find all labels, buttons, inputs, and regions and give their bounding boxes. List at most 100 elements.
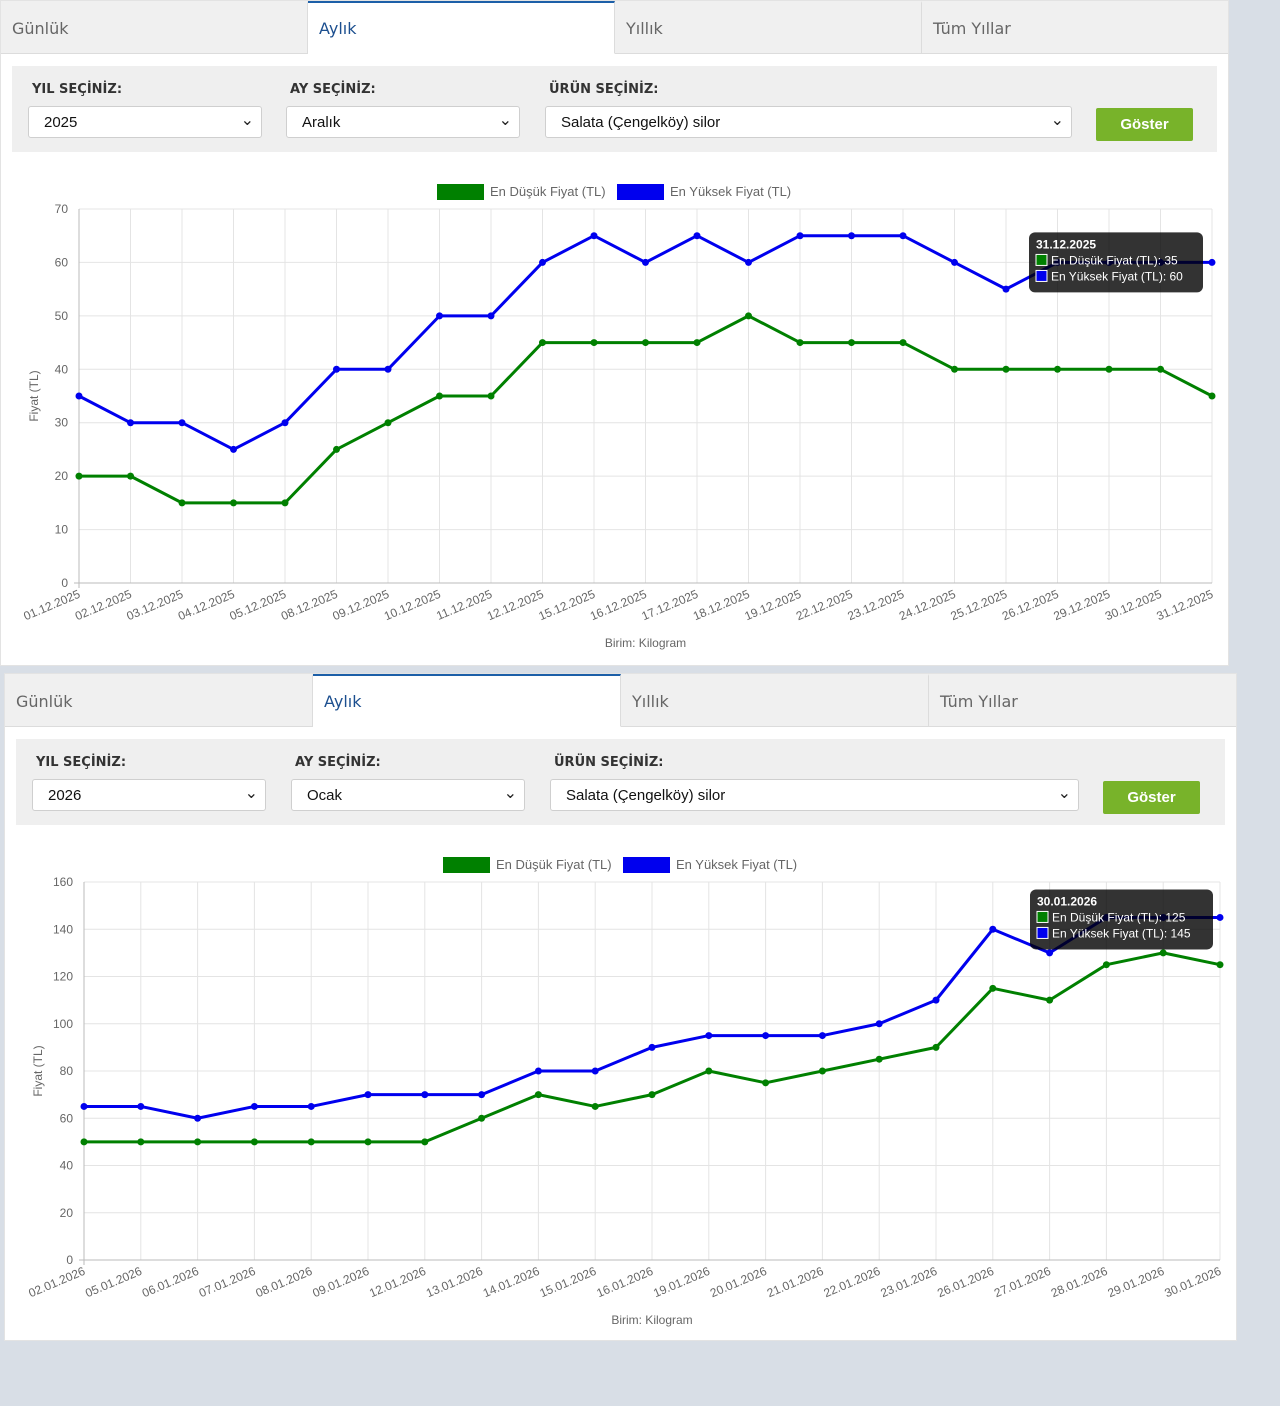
- tab-daily[interactable]: Günlük: [5, 674, 313, 727]
- tab-all-years[interactable]: Tüm Yıllar: [922, 1, 1228, 54]
- y-tick-label: 20: [55, 469, 69, 483]
- year-select[interactable]: 2025 ⌄: [28, 106, 262, 138]
- chevron-down-icon: ⌄: [1050, 112, 1064, 129]
- data-point: [194, 1138, 202, 1146]
- x-tick-label: 06.01.2026: [140, 1264, 201, 1300]
- year-select-value: 2026: [48, 787, 82, 804]
- tab-daily[interactable]: Günlük: [1, 1, 308, 54]
- y-tick-label: 100: [53, 1017, 73, 1031]
- tooltip-swatch: [1036, 910, 1049, 923]
- x-tick-label: 10.12.2025: [382, 587, 443, 623]
- product-select[interactable]: Salata (Çengelköy) silor ⌄: [550, 779, 1079, 811]
- y-tick-label: 60: [60, 1111, 74, 1125]
- y-tick-label: 140: [53, 922, 73, 936]
- data-point: [281, 419, 289, 427]
- data-point: [818, 1032, 826, 1040]
- tooltip-box: [1029, 232, 1203, 293]
- chevron-down-icon: ⌄: [1057, 785, 1071, 802]
- x-tick-label: 05.01.2026: [83, 1264, 144, 1300]
- x-tick-label: 14.01.2026: [481, 1264, 542, 1300]
- tab-yearly[interactable]: Yıllık: [621, 674, 929, 727]
- page-footer-strip: [0, 1356, 1280, 1406]
- x-tick-label: 19.12.2025: [742, 587, 803, 623]
- data-point: [932, 1043, 940, 1051]
- x-tick-label: 21.01.2026: [765, 1264, 826, 1300]
- data-point: [539, 339, 546, 347]
- data-point: [762, 1079, 770, 1087]
- data-point: [1054, 365, 1061, 373]
- y-tick-label: 70: [55, 202, 69, 216]
- data-point: [478, 1114, 486, 1122]
- x-tick-label: 02.01.2026: [26, 1264, 87, 1300]
- tooltip-box: [1030, 889, 1213, 950]
- price-panel-1: Günlük Aylık Yıllık Tüm Yıllar YIL SEÇİN…: [0, 0, 1229, 666]
- data-point: [693, 339, 701, 347]
- x-tick-label: 29.01.2026: [1106, 1264, 1167, 1300]
- y-tick-label: 60: [55, 255, 69, 269]
- tooltip-title: 31.12.2025: [1036, 237, 1096, 251]
- x-tick-label: 19.01.2026: [651, 1264, 712, 1300]
- price-panel-2: Günlük Aylık Yıllık Tüm Yıllar YIL SEÇİN…: [4, 673, 1237, 1341]
- data-point: [1105, 365, 1113, 373]
- x-tick-label: 03.12.2025: [124, 587, 185, 623]
- product-label: ÜRÜN SEÇİNİZ:: [549, 82, 659, 97]
- month-select-value: Aralık: [302, 114, 341, 131]
- data-point: [421, 1091, 429, 1099]
- tab-yearly[interactable]: Yıllık: [615, 1, 922, 54]
- x-tick-label: 08.12.2025: [279, 587, 340, 623]
- data-point: [1216, 913, 1224, 921]
- x-tick-label: 04.12.2025: [176, 587, 237, 623]
- tab-all-years[interactable]: Tüm Yıllar: [929, 674, 1236, 727]
- x-tick-label: 23.12.2025: [845, 587, 906, 623]
- data-point: [989, 925, 997, 933]
- x-tick-label: 08.01.2026: [254, 1264, 315, 1300]
- y-tick-label: 80: [60, 1064, 74, 1078]
- price-chart: 0 20 40 60 80 100 120 140 160 02.01.202605.01.202…: [26, 857, 1224, 1327]
- price-chart: 0 10 20 30 40 50 60 70 01.12.202502.12.202503.12…: [21, 184, 1216, 650]
- data-point: [648, 1091, 656, 1099]
- data-point: [951, 365, 958, 373]
- data-point: [693, 232, 701, 240]
- tab-monthly[interactable]: Aylık: [308, 1, 615, 54]
- show-button[interactable]: Göster: [1103, 781, 1200, 814]
- data-point: [1046, 949, 1054, 957]
- x-tick-label: 20.01.2026: [708, 1264, 769, 1300]
- y-tick-label: 50: [55, 309, 69, 323]
- data-point: [591, 1102, 599, 1110]
- year-select[interactable]: 2026 ⌄: [32, 779, 266, 811]
- data-point: [534, 1067, 542, 1075]
- tooltip-line: En Düşük Fiyat (TL): 125: [1052, 910, 1186, 924]
- x-tick-label: 30.01.2026: [1162, 1264, 1223, 1300]
- data-point: [178, 499, 186, 507]
- show-button[interactable]: Göster: [1096, 108, 1193, 141]
- data-point: [230, 445, 237, 453]
- y-tick-label: 30: [55, 416, 69, 430]
- data-point: [818, 1067, 826, 1075]
- tooltip-swatch: [1036, 926, 1049, 939]
- data-point: [1159, 949, 1167, 957]
- legend-swatch: [437, 184, 484, 200]
- x-tick-label: 12.01.2026: [367, 1264, 428, 1300]
- data-point: [384, 419, 392, 427]
- data-point: [951, 258, 958, 266]
- data-point: [762, 1032, 770, 1040]
- data-point: [333, 365, 340, 373]
- data-point: [796, 339, 804, 347]
- legend-label: En Düşük Fiyat (TL): [490, 184, 606, 199]
- data-point: [384, 365, 392, 373]
- x-tick-label: 17.12.2025: [639, 587, 700, 623]
- data-point: [75, 472, 83, 480]
- month-select[interactable]: Ocak ⌄: [291, 779, 525, 811]
- x-tick-label: 23.01.2026: [878, 1264, 939, 1300]
- x-tick-label: 22.01.2026: [822, 1264, 883, 1300]
- x-tick-label: 16.01.2026: [594, 1264, 655, 1300]
- data-point: [137, 1102, 145, 1110]
- month-select[interactable]: Aralık ⌄: [286, 106, 520, 138]
- legend-label: En Yüksek Fiyat (TL): [676, 857, 797, 872]
- x-tick-label: 13.01.2026: [424, 1264, 485, 1300]
- product-select[interactable]: Salata (Çengelköy) silor ⌄: [545, 106, 1072, 138]
- y-tick-label: 120: [53, 970, 73, 984]
- tab-monthly[interactable]: Aylık: [313, 674, 621, 727]
- data-point: [230, 499, 237, 507]
- data-point: [250, 1102, 258, 1110]
